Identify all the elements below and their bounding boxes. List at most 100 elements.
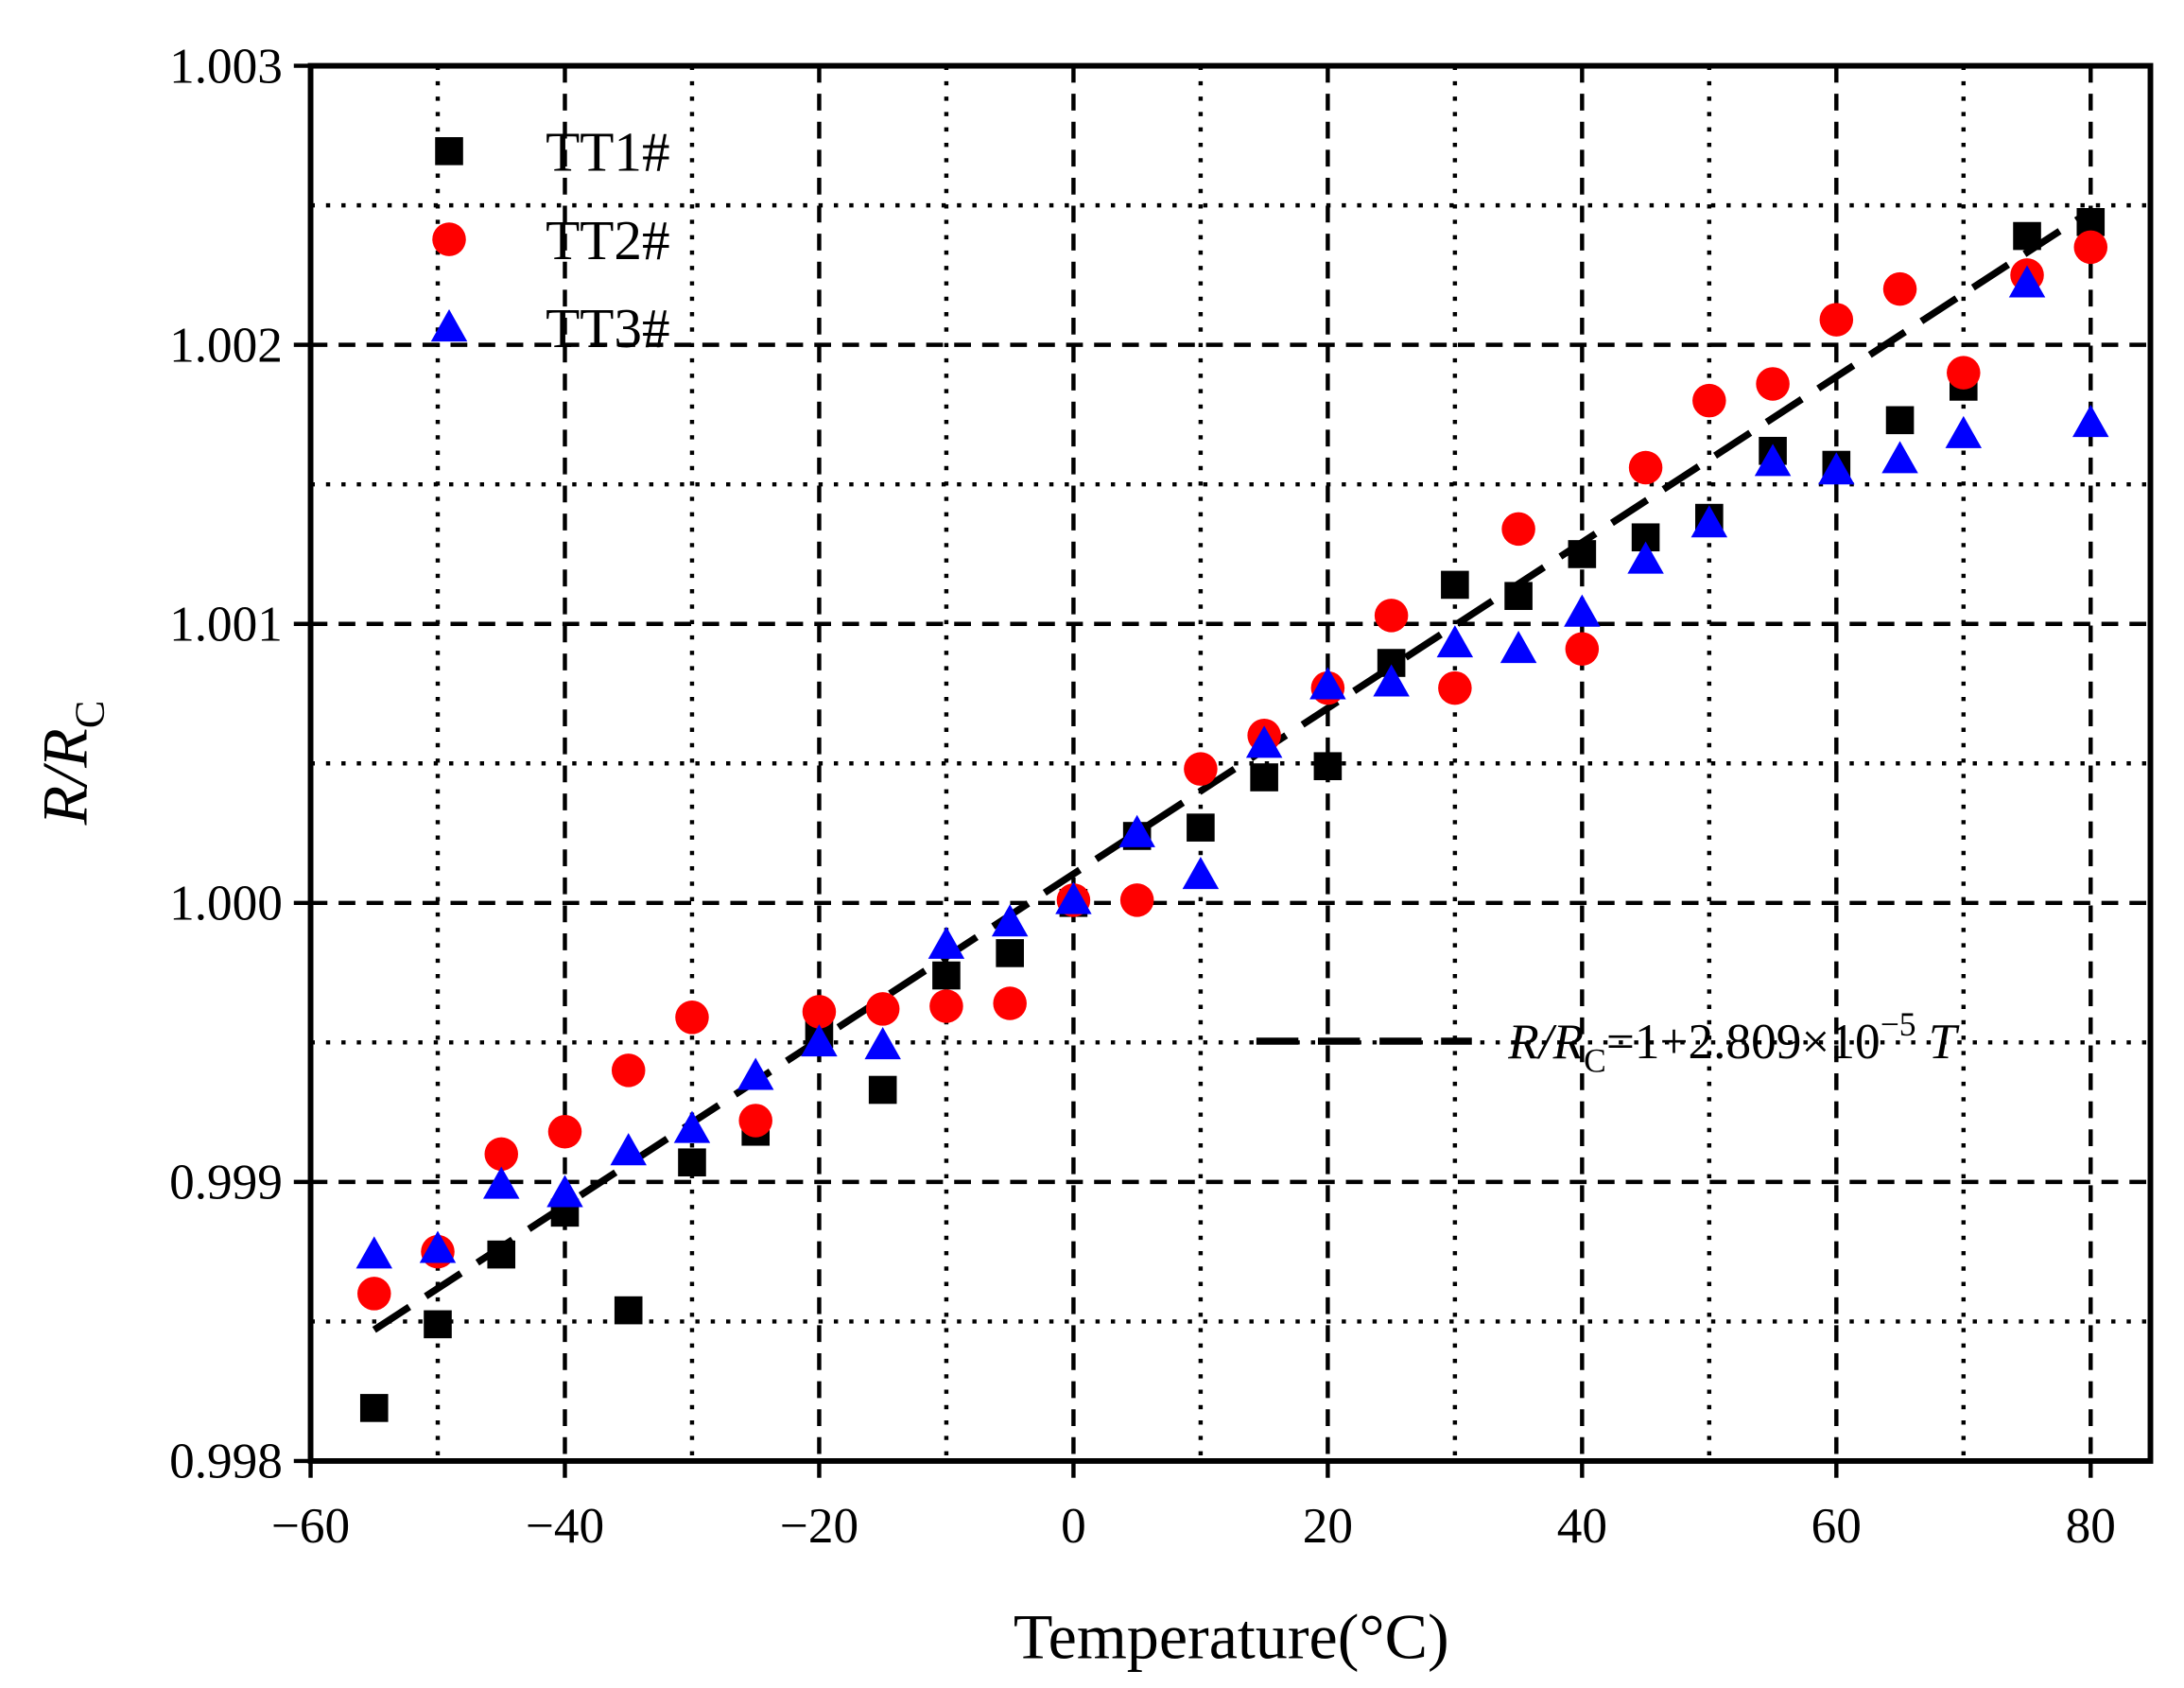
- point-circle: [432, 222, 466, 256]
- y-title-part: C: [66, 701, 113, 729]
- point-triangle: [927, 926, 965, 959]
- point-square: [1568, 540, 1597, 568]
- x-tick-label: 0: [1061, 1498, 1086, 1554]
- point-triangle: [610, 1133, 647, 1166]
- point-square: [1885, 406, 1915, 435]
- y-tick-label: 1.003: [169, 38, 283, 94]
- fit-line: [372, 207, 2093, 1333]
- fit-label-part: /R: [1536, 1014, 1584, 1070]
- point-triangle: [1118, 814, 1155, 847]
- point-square: [1187, 813, 1215, 842]
- point-square: [678, 1148, 706, 1177]
- point-circle: [1756, 367, 1790, 401]
- point-square: [435, 137, 463, 165]
- point-square: [424, 1310, 452, 1339]
- y-axis-title: R/RC: [29, 701, 113, 827]
- point-triangle: [1499, 631, 1537, 664]
- legend-label: TT2#: [546, 209, 670, 271]
- point-circle: [1184, 752, 1218, 786]
- point-square: [1313, 752, 1343, 781]
- point-triangle: [991, 904, 1029, 937]
- point-square: [487, 1240, 516, 1269]
- point-square: [359, 1394, 389, 1422]
- x-axis-title: Temperature(°C): [1014, 1601, 1449, 1673]
- grid: [310, 65, 2151, 1461]
- point-triangle: [864, 1027, 901, 1060]
- point-circle: [2073, 230, 2108, 265]
- point-circle: [357, 1277, 391, 1311]
- point-triangle: [483, 1166, 520, 1199]
- point-square: [1250, 763, 1278, 792]
- point-triangle: [673, 1110, 711, 1143]
- point-triangle: [419, 1230, 457, 1263]
- point-triangle: [1881, 441, 1918, 474]
- point-circle: [1692, 383, 1726, 418]
- point-triangle: [737, 1057, 774, 1090]
- point-circle: [547, 1115, 582, 1149]
- point-triangle: [546, 1175, 583, 1208]
- point-triangle: [2072, 405, 2109, 438]
- fit-label: R/RC=1+2.809×10−5 T: [1507, 1005, 1960, 1079]
- y-tick-label: 1.001: [169, 596, 283, 652]
- x-tick-label: 60: [1811, 1498, 1862, 1554]
- point-circle: [1947, 356, 1981, 390]
- fit-label-part: =1+2.809×10: [1606, 1014, 1881, 1070]
- point-triangle: [1373, 664, 1410, 697]
- y-tick-label: 1.000: [169, 876, 283, 931]
- point-circle: [1565, 632, 1600, 667]
- point-circle: [865, 992, 900, 1026]
- point-circle: [611, 1053, 646, 1088]
- point-square: [1441, 570, 1469, 600]
- x-tick-label: −40: [526, 1498, 604, 1554]
- point-triangle: [1309, 667, 1346, 700]
- point-circle: [1501, 512, 1535, 547]
- point-square: [996, 939, 1024, 967]
- point-circle: [1438, 670, 1472, 705]
- fit-label-part: C: [1584, 1042, 1606, 1080]
- point-triangle: [355, 1236, 392, 1269]
- x-tick-label: −60: [271, 1498, 350, 1554]
- point-triangle: [430, 309, 468, 342]
- x-tick-label: 80: [2066, 1498, 2116, 1554]
- point-triangle: [1945, 415, 1983, 448]
- point-triangle: [2008, 265, 2046, 298]
- point-circle: [738, 1104, 772, 1138]
- point-triangle: [1754, 444, 1792, 477]
- point-triangle: [1564, 594, 1601, 627]
- point-square: [932, 961, 961, 990]
- x-tick-label: −20: [780, 1498, 858, 1554]
- point-square: [1504, 582, 1533, 611]
- point-circle: [1882, 271, 1917, 306]
- point-triangle: [1436, 625, 1474, 658]
- y-tick-label: 0.999: [169, 1155, 283, 1210]
- point-triangle: [1055, 881, 1092, 914]
- y-tick-label: 0.998: [169, 1434, 283, 1489]
- y-title-part: /R: [29, 728, 101, 790]
- point-triangle: [1245, 725, 1283, 758]
- point-square: [868, 1075, 897, 1105]
- point-circle: [1119, 883, 1154, 917]
- plot-frame: [307, 62, 2154, 1464]
- legend-label: TT1#: [546, 121, 670, 183]
- point-triangle: [1182, 857, 1220, 890]
- fit-label-part: −5: [1881, 1005, 1916, 1043]
- y-title-part: R: [29, 786, 101, 827]
- point-triangle: [1627, 541, 1664, 574]
- point-square: [2013, 221, 2041, 251]
- point-circle: [929, 989, 963, 1023]
- point-circle: [484, 1137, 519, 1172]
- fit-label-part: R: [1507, 1014, 1539, 1070]
- point-circle: [802, 995, 837, 1029]
- point-circle: [1819, 303, 1854, 337]
- point-triangle: [801, 1024, 838, 1057]
- point-circle: [1374, 599, 1409, 633]
- point-circle: [1628, 450, 1663, 485]
- legend-label: TT3#: [546, 297, 670, 359]
- x-tick-label: 40: [1557, 1498, 1607, 1554]
- fit-label-part: T: [1915, 1014, 1959, 1070]
- y-tick-label: 1.002: [169, 317, 283, 373]
- point-triangle: [1818, 452, 1855, 485]
- point-square: [614, 1296, 643, 1325]
- marks: [355, 207, 2109, 1422]
